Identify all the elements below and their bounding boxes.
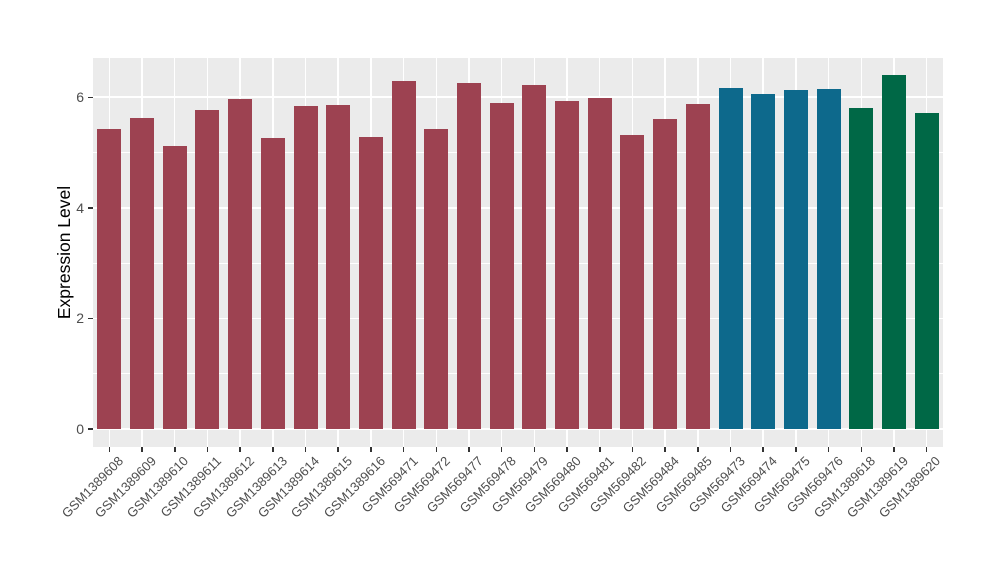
- minor-gridline-y-5: [93, 152, 943, 153]
- bar-GSM569471: [391, 81, 416, 429]
- x-tick-mark: [468, 447, 470, 452]
- x-tick-mark: [664, 447, 666, 452]
- bar-GSM1389609: [130, 117, 154, 429]
- major-gridline-y-4: [93, 207, 943, 209]
- bar-GSM1389620: [914, 112, 939, 429]
- x-tick-mark: [533, 447, 536, 452]
- bar-GSM569476: [816, 88, 841, 429]
- y-tick-label-2: 2: [76, 310, 84, 327]
- major-gridline-y-2: [93, 317, 943, 320]
- x-tick-mark: [599, 447, 601, 452]
- x-tick-mark: [402, 447, 405, 452]
- minor-gridline-y-3: [93, 262, 943, 264]
- major-gridline-y-6: [93, 96, 943, 98]
- x-tick-mark: [631, 447, 634, 452]
- x-tick-mark: [762, 447, 764, 452]
- bar-GSM1389612: [228, 99, 253, 429]
- major-gridline-y-0: [93, 428, 943, 430]
- x-tick-mark: [206, 447, 209, 452]
- x-tick-mark: [370, 447, 372, 452]
- x-tick-mark: [239, 447, 241, 452]
- bar-GSM1389618: [849, 108, 874, 429]
- bar-GSM569474: [751, 94, 776, 429]
- plot-panel: [93, 58, 943, 447]
- bar-GSM569478: [489, 103, 514, 429]
- bar-GSM1389619: [882, 74, 906, 429]
- x-tick-mark: [729, 447, 732, 452]
- bar-GSM569475: [783, 90, 808, 429]
- x-tick-mark: [435, 447, 437, 452]
- bar-GSM1389610: [162, 146, 187, 429]
- y-tick-label-0: 0: [76, 421, 84, 437]
- bar-GSM1389608: [97, 128, 122, 429]
- y-tick-mark-4: [88, 207, 93, 209]
- x-tick-mark: [141, 447, 143, 452]
- y-tick-label-6: 6: [76, 89, 84, 106]
- minor-gridline-y-1: [93, 373, 943, 375]
- y-tick-mark-0: [88, 428, 93, 430]
- bar-GSM569479: [522, 84, 547, 429]
- x-tick-mark: [893, 447, 895, 452]
- bar-GSM569477: [457, 82, 481, 429]
- bar-GSM569473: [718, 87, 743, 429]
- y-tick-mark-2: [88, 317, 93, 320]
- x-tick-mark: [795, 447, 797, 452]
- x-tick-mark: [337, 447, 339, 452]
- y-tick-label-4: 4: [76, 199, 84, 216]
- x-tick-mark: [108, 447, 111, 452]
- x-tick-mark: [925, 447, 928, 452]
- bar-GSM1389611: [195, 109, 220, 429]
- x-tick-mark: [697, 447, 699, 452]
- bar-GSM569480: [555, 100, 579, 429]
- x-tick-mark: [500, 447, 503, 452]
- bar-GSM569485: [685, 103, 710, 429]
- x-tick-mark: [304, 447, 307, 452]
- bar-GSM569484: [653, 119, 678, 429]
- x-tick-mark: [860, 447, 862, 452]
- bar-GSM1389615: [326, 104, 351, 429]
- bar-GSM1389616: [358, 136, 383, 429]
- x-tick-mark: [272, 447, 274, 452]
- x-tick-mark: [174, 447, 176, 452]
- bar-GSM1389613: [260, 137, 285, 429]
- bar-GSM569481: [587, 98, 612, 429]
- x-tick-mark: [566, 447, 568, 452]
- y-tick-mark-6: [88, 96, 93, 98]
- bar-GSM1389614: [293, 106, 318, 429]
- bar-GSM569472: [424, 128, 449, 429]
- bar-GSM569482: [620, 135, 645, 429]
- y-axis-title-container: Expression Level: [46, 58, 84, 447]
- x-tick-mark: [827, 447, 830, 452]
